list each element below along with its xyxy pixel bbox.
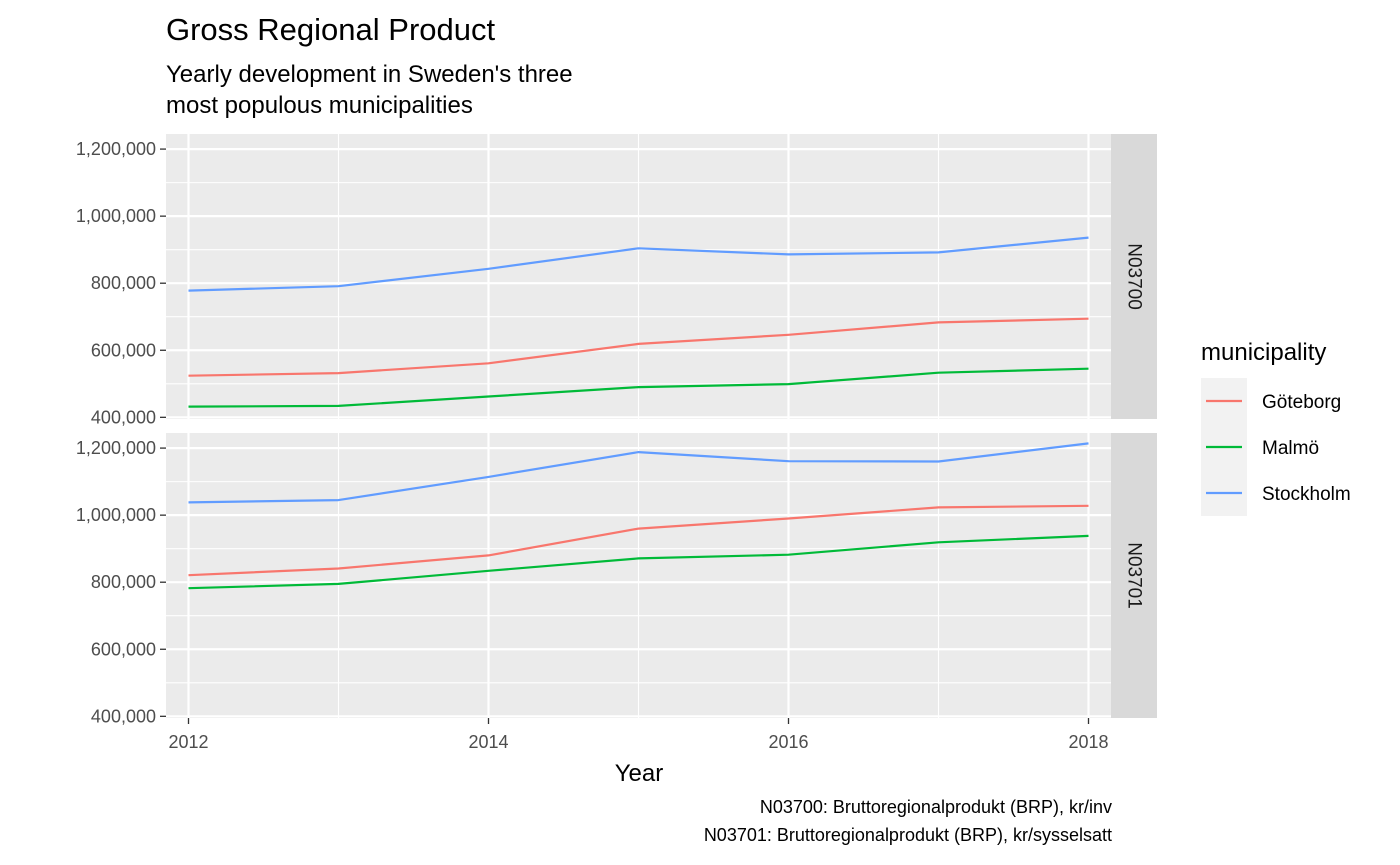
facet-strip-label: N03700 [1124,243,1145,310]
facet-strip [1111,134,1157,419]
caption-line-2: N03701: Bruttoregionalprodukt (BRP), kr/… [704,825,1112,845]
legend-label: Malmö [1262,438,1319,459]
y-tick-label: 1,000,000 [76,505,156,525]
series-line-n03700-g-teborg [188,317,1089,377]
caption-line-1: N03700: Bruttoregionalprodukt (BRP), kr/… [760,797,1112,817]
legend-title: municipality [1201,339,1326,366]
legend-label: Stockholm [1262,484,1351,505]
y-tick-label: 1,200,000 [76,139,156,159]
facet-strip-label: N03701 [1124,542,1145,609]
chart-subtitle-line-1: Yearly development in Sweden's three [166,61,573,88]
facet-panel-n03701: 400,000 600,000 800,000 1,000,000 1,200,000 N… [76,433,1157,726]
y-tick-label: 400,000 [91,706,156,726]
y-tick-label: 400,000 [91,407,156,427]
series-line-n03700-stockholm [188,236,1089,292]
y-tick-label: 600,000 [91,639,156,659]
x-tick-label: 2016 [768,732,808,752]
chart-title: Gross Regional Product [166,12,495,47]
x-tick-label: 2014 [468,732,508,752]
legend: municipality Göteborg Malmö Stockholm [1201,339,1351,516]
chart-subtitle-line-2: most populous municipalities [166,92,473,119]
facet-panel-n03700: 400,000 600,000 800,000 1,000,000 1,200,000 N… [76,134,1157,427]
series-line-n03701-g-teborg [188,504,1089,577]
series-line-n03701-stockholm [188,442,1089,504]
series-line-n03701-malm- [188,534,1089,590]
x-tick-label: 2018 [1068,732,1108,752]
y-tick-label: 800,000 [91,572,156,592]
y-tick-label: 600,000 [91,340,156,360]
y-tick-label: 1,200,000 [76,438,156,458]
x-tick-label: 2012 [168,732,208,752]
y-tick-label: 800,000 [91,273,156,293]
series-line-n03700-malm- [188,367,1089,408]
legend-label: Göteborg [1262,392,1341,413]
plot-area: 400,000 600,000 800,000 1,000,000 1,200,000 N… [76,134,1157,752]
facet-strip [1111,433,1157,718]
x-axis-title: Year [615,760,664,787]
y-tick-label: 1,000,000 [76,206,156,226]
